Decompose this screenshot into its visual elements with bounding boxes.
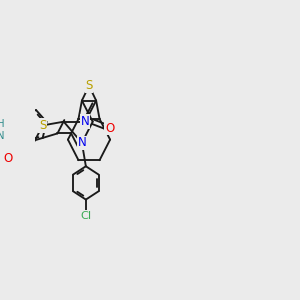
- Text: S: S: [85, 79, 93, 92]
- Text: H
N: H N: [0, 119, 5, 140]
- Text: O: O: [3, 152, 13, 165]
- Text: O: O: [105, 122, 114, 135]
- Text: N: N: [81, 115, 90, 128]
- Text: S: S: [39, 119, 46, 132]
- Text: Cl: Cl: [80, 211, 92, 221]
- Text: N: N: [77, 136, 86, 149]
